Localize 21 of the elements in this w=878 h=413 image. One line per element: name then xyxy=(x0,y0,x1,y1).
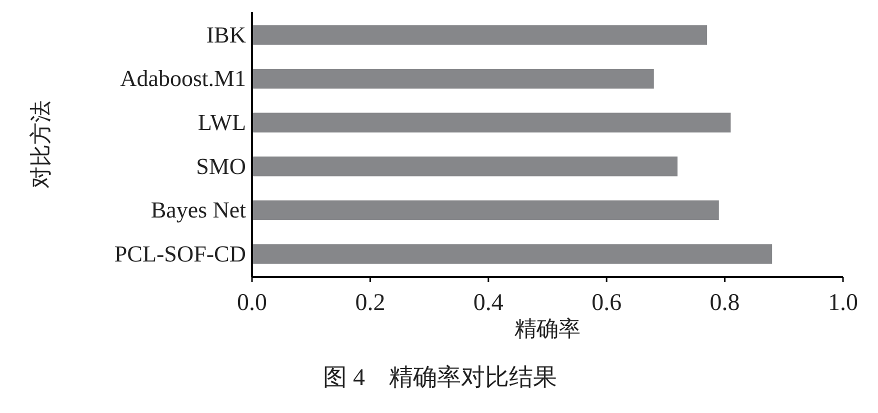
bar xyxy=(252,25,708,45)
y-tick-label: PCL-SOF-CD xyxy=(114,241,246,266)
y-tick-label: LWL xyxy=(198,110,246,135)
bar xyxy=(252,200,719,220)
x-tick-label: 1.0 xyxy=(828,290,858,316)
bar xyxy=(252,68,654,89)
x-tick-label: 0.0 xyxy=(237,290,267,316)
x-tick-label: 0.8 xyxy=(710,290,740,316)
y-tick-label: SMO xyxy=(196,154,246,179)
y-tick-label: Bayes Net xyxy=(150,198,247,223)
x-tick-label: 0.6 xyxy=(592,290,622,316)
x-axis-title: 精确率 xyxy=(514,316,580,341)
caption: 图 4 精确率对比结果 xyxy=(323,364,557,391)
bar xyxy=(252,244,772,264)
y-tick-label: IBK xyxy=(206,22,246,48)
y-tick-label: Adaboost.M1 xyxy=(120,66,246,92)
bar xyxy=(252,112,731,132)
x-tick-label: 0.4 xyxy=(473,290,504,316)
bar xyxy=(252,156,678,176)
x-tick-label: 0.2 xyxy=(355,290,386,316)
y-axis-title: 对比方法 xyxy=(28,100,53,188)
